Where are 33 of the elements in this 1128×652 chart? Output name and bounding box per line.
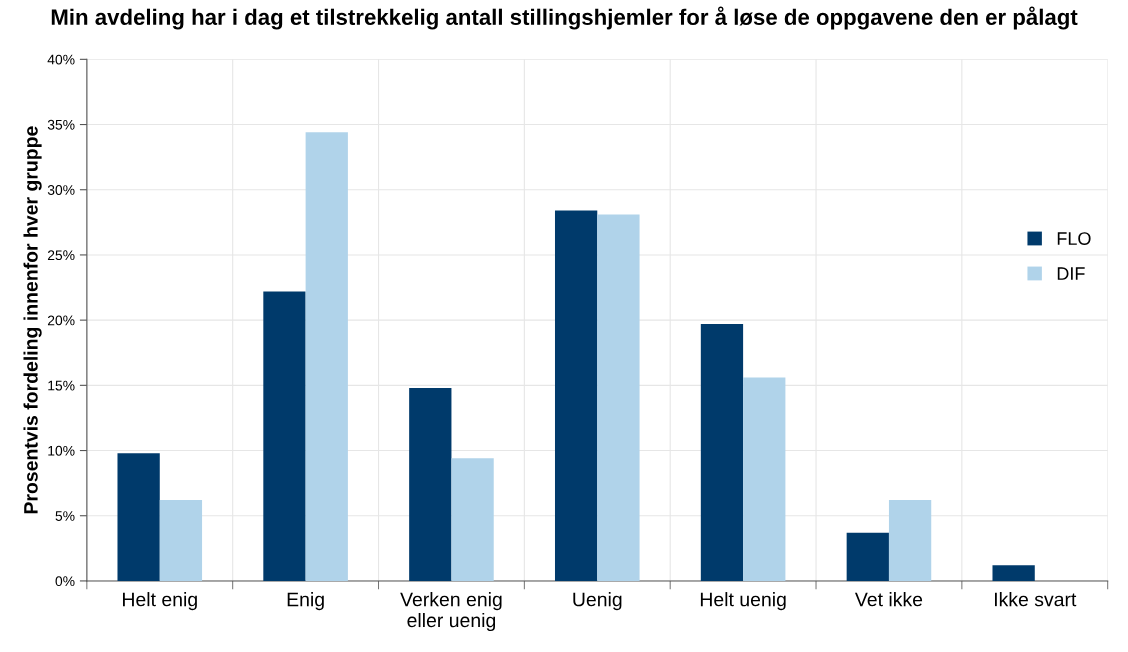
bar	[117, 453, 160, 581]
bar	[846, 532, 889, 581]
y-tick-label: 5%	[55, 511, 75, 521]
y-tick-label: 20%	[47, 315, 75, 326]
bar	[700, 324, 744, 581]
y-tick-label: 30%	[47, 185, 75, 195]
x-tick-label: Ikke svart	[994, 592, 1077, 607]
y-tick-label: 15%	[48, 380, 75, 391]
bar	[992, 565, 1035, 581]
y-tick-label: 10%	[48, 445, 75, 456]
x-tick-label: Verken enig eller uenig	[400, 592, 502, 632]
legend-label: DIF	[1057, 267, 1085, 280]
bar	[305, 132, 348, 581]
x-tick-label: Helt uenig	[700, 592, 786, 611]
y-tick-label: 40%	[47, 54, 75, 65]
bar	[263, 291, 306, 581]
bar	[888, 500, 932, 581]
x-tick-label: Vet ikke	[854, 592, 923, 607]
y-tick-label: 35%	[47, 119, 75, 130]
x-tick-label: Enig	[287, 592, 324, 611]
chart-title: Min avdeling har i dag et tilstrekkelig antall stillingshjemler for å løse de oppgavene den er pålagt	[51, 6, 1078, 30]
x-tick-label: Uenig	[573, 592, 622, 611]
legend-label: FLO	[1057, 232, 1091, 245]
x-tick-label: Helt enig	[123, 592, 197, 611]
bar	[451, 458, 494, 581]
bar	[743, 377, 786, 581]
y-axis-title: Prosentvis fordeling innenfor hver gruppe	[23, 126, 42, 514]
bar	[597, 214, 640, 581]
y-tick-label: 25%	[47, 250, 75, 261]
bar	[159, 500, 203, 581]
bar	[554, 210, 598, 581]
bar	[409, 387, 452, 581]
y-tick-label: 0%	[55, 576, 75, 587]
